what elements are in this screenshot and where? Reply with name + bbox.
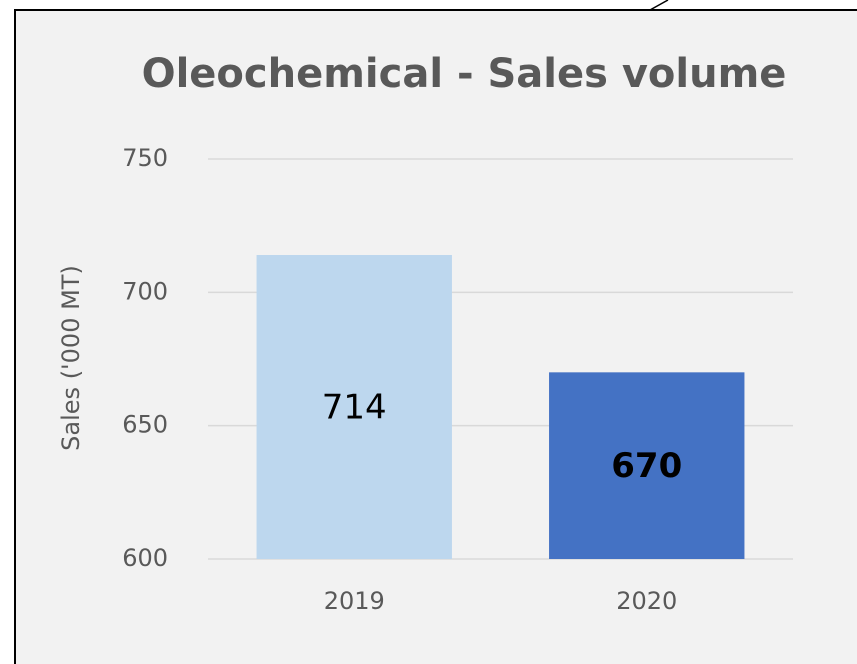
bar [256, 255, 452, 559]
y-tick-label: 750 [122, 144, 168, 172]
y-tick-label: 650 [122, 411, 168, 439]
y-tick-label: 600 [122, 544, 168, 572]
y-tick-label: 700 [122, 277, 168, 305]
x-tick-label: 2019 [324, 587, 385, 615]
connector-line [649, 0, 669, 11]
y-axis-label: Sales ('000 MT) [57, 265, 85, 451]
bar [549, 372, 745, 559]
data-label: 670 [611, 446, 682, 486]
chart-title: Oleochemical - Sales volume [142, 51, 787, 97]
data-label: 714 [322, 388, 387, 428]
x-tick-label: 2020 [616, 587, 677, 615]
